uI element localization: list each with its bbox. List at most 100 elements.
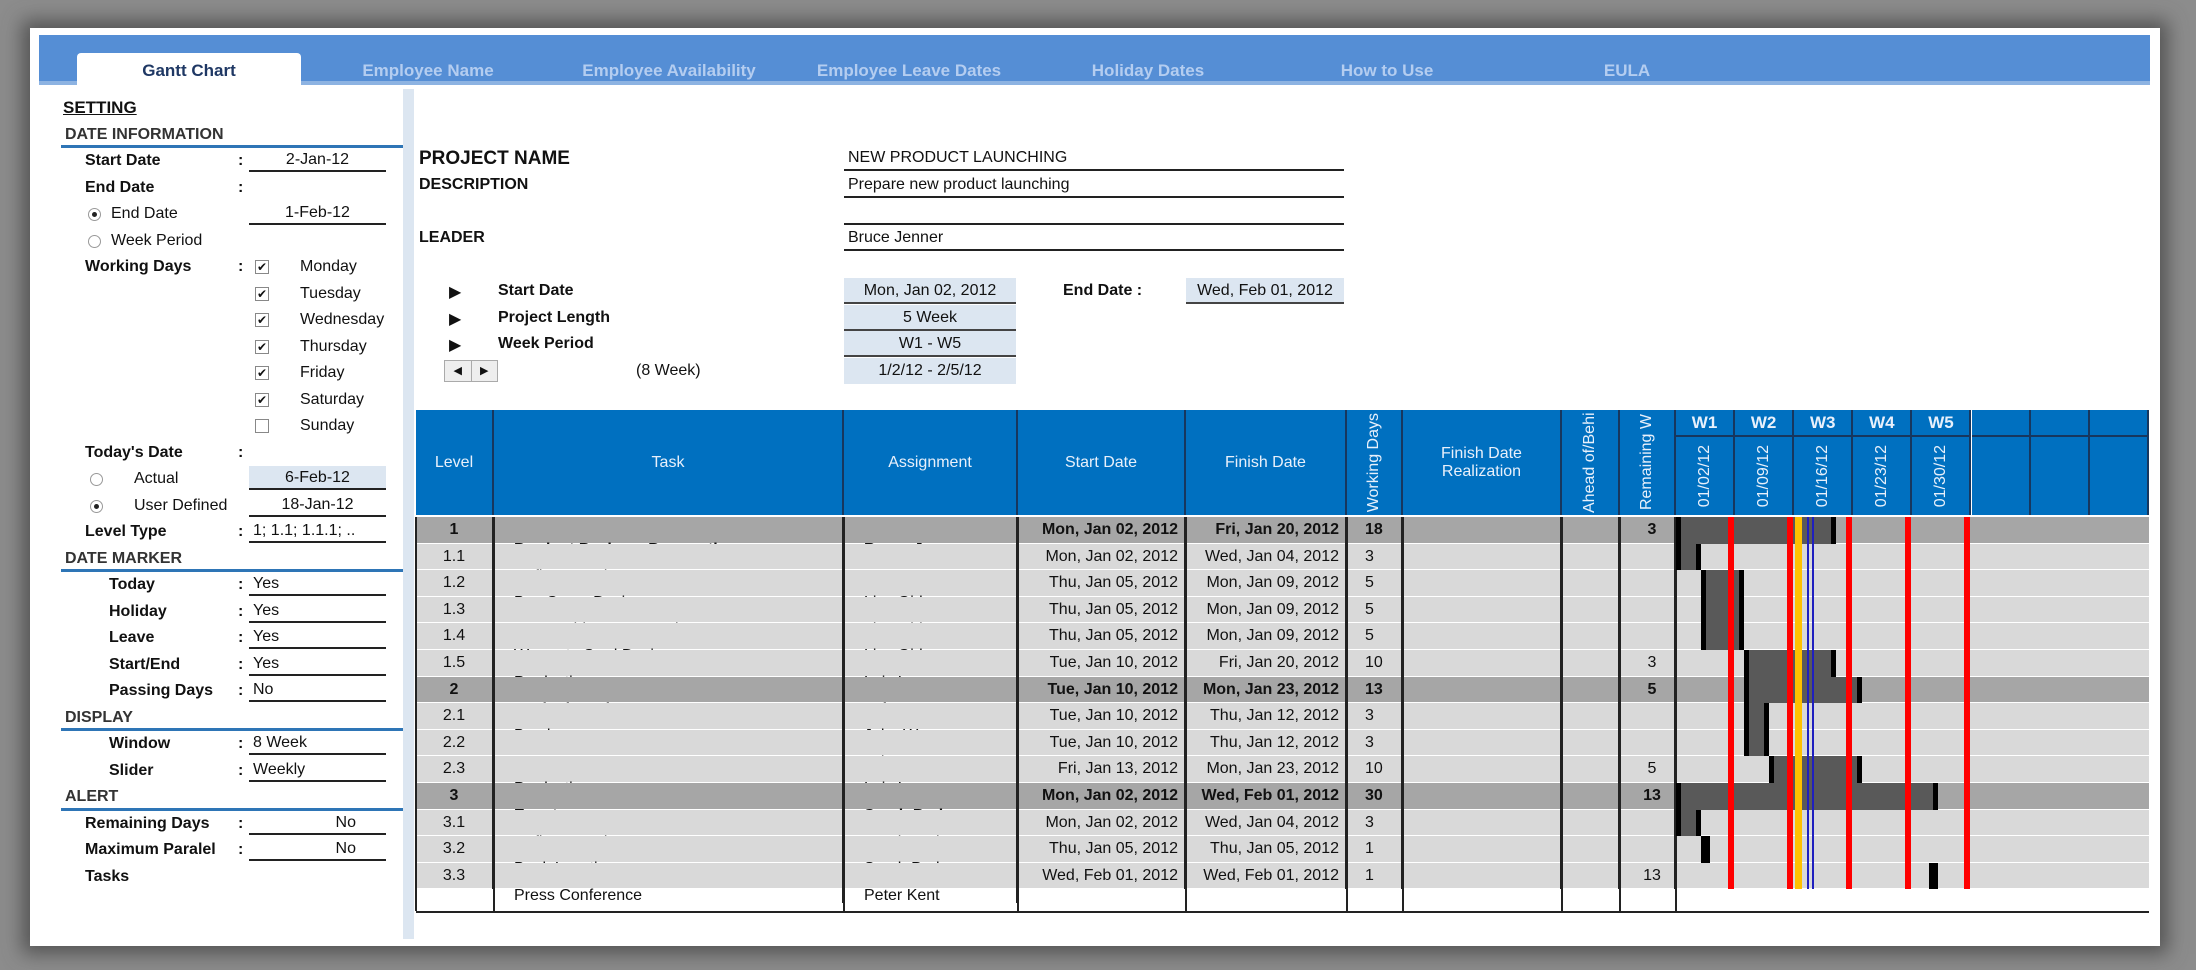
header-remaining-w: Remaining W bbox=[1620, 410, 1676, 515]
day-label: Tuesday bbox=[300, 284, 361, 302]
description-field[interactable]: Prepare new product launching bbox=[844, 172, 1344, 198]
table-row[interactable]: 1.4Warranty Card DesignLisa GirlThu, Jan… bbox=[416, 623, 2149, 664]
todays-date-label: Today's Date bbox=[85, 443, 183, 461]
actual-option-label: Actual bbox=[134, 470, 179, 487]
header-label: Ahead of/Behind bbox=[1581, 412, 1598, 513]
cell-days: 3 bbox=[1347, 809, 1403, 837]
table-row[interactable]: 3.3 Press Conference Peter Kent Wed, Feb 01… bbox=[416, 862, 2149, 903]
marker-value-field[interactable]: Yes bbox=[249, 652, 386, 676]
remaining-days-label: Remaining Days bbox=[85, 814, 210, 832]
actual-date-field[interactable]: 6-Feb-12 bbox=[249, 466, 386, 490]
table-row[interactable]: 3.2Book LocationSarah ParkerThu, Jan 05,… bbox=[416, 836, 2149, 877]
week-header bbox=[1971, 410, 2031, 437]
slider-field[interactable]: Weekly bbox=[249, 758, 386, 782]
gantt-today-marker bbox=[1807, 517, 1810, 890]
scroll-left-icon[interactable]: ◀ bbox=[445, 361, 472, 381]
arrow-icon: ▶ bbox=[449, 284, 462, 301]
marker-value-field[interactable]: Yes bbox=[249, 572, 386, 596]
level-type-field[interactable]: 1; 1.1; 1.1.1; .. bbox=[249, 519, 386, 543]
cell-start: Fri, Jan 13, 2012 bbox=[1018, 756, 1186, 783]
tab-eula[interactable]: EULA bbox=[1603, 61, 1651, 80]
remaining-days-field[interactable]: No bbox=[249, 811, 386, 835]
cell-finish: Thu, Jan 12, 2012 bbox=[1186, 703, 1347, 730]
checkbox-monday[interactable]: ✔ bbox=[255, 260, 269, 274]
cell-start: Mon, Jan 02, 2012 bbox=[1018, 543, 1186, 571]
checkbox-thursday[interactable]: ✔ bbox=[255, 339, 269, 354]
cell-days: 18 bbox=[1347, 517, 1403, 544]
column-line bbox=[1561, 517, 1563, 912]
scroll-right-icon[interactable]: ▶ bbox=[480, 365, 489, 377]
checkbox-saturday[interactable]: ✔ bbox=[255, 392, 269, 407]
project-name-field[interactable]: NEW PRODUCT LAUNCHING bbox=[844, 145, 1344, 171]
cell-level: 1.4 bbox=[416, 623, 494, 650]
project-end-date: Wed, Feb 01, 2012 bbox=[1186, 278, 1344, 304]
cell-level: 2.1 bbox=[416, 703, 494, 730]
cell-level: 2 bbox=[416, 676, 494, 704]
gantt-bar bbox=[1701, 623, 1744, 650]
cell-remaining: 13 bbox=[1620, 862, 1676, 890]
table-row[interactable]: 1.3User Guide Cover DesignLisa GirlThu, … bbox=[416, 596, 2149, 637]
header-label: Start Date bbox=[1064, 453, 1138, 471]
cell-days: 3 bbox=[1347, 729, 1403, 757]
table-row[interactable]: 1.5ProductionLois LangTue, Jan 10, 2012F… bbox=[416, 650, 2149, 690]
marker-value-field[interactable]: Yes bbox=[249, 625, 386, 649]
window-field[interactable]: 8 Week bbox=[249, 731, 386, 755]
cell-remaining bbox=[1620, 623, 1676, 650]
section-alert: ALERT bbox=[61, 784, 403, 811]
gantt-non-working-day-marker bbox=[1786, 517, 1794, 890]
table-row[interactable]: 1.1Define Brand NameBruce JennerMon, Jan… bbox=[416, 543, 2149, 584]
description-field-line2[interactable] bbox=[844, 199, 1344, 225]
gantt-end-cap bbox=[1932, 783, 1938, 810]
tab-employee-availability[interactable]: Employee Availability bbox=[582, 61, 756, 80]
cell-remaining: 3 bbox=[1620, 517, 1676, 544]
cell-realization bbox=[1403, 862, 1562, 890]
panel-divider bbox=[403, 89, 414, 939]
working-day-row: Working Days: ✔ Monday bbox=[63, 254, 403, 281]
checkbox-sunday[interactable] bbox=[255, 419, 269, 433]
leader-field[interactable]: Bruce Jenner bbox=[844, 225, 1344, 251]
checkbox-tuesday[interactable]: ✔ bbox=[255, 286, 269, 301]
cell-start: Mon, Jan 02, 2012 bbox=[1018, 783, 1186, 810]
table-row[interactable]: 2.2BannersJohn HarperTue, Jan 10, 2012Th… bbox=[416, 729, 2149, 770]
tab-holiday-dates[interactable]: Holiday Dates bbox=[1091, 61, 1205, 80]
table-row[interactable]: 2Marketing KitJohn WayneTue, Jan 10, 201… bbox=[416, 676, 2149, 717]
week-date: 01/30/12 bbox=[1912, 437, 1972, 515]
checkbox-wednesday[interactable]: ✔ bbox=[255, 313, 269, 327]
table-row[interactable]: 1.2Box Cover DesignLisa GirlThu, Jan 05,… bbox=[416, 570, 2149, 611]
marker-value-field[interactable]: Yes bbox=[249, 599, 386, 623]
table-row[interactable]: 1Product Package PreparationBruce Jenner… bbox=[416, 517, 2149, 557]
tab-employee-name[interactable]: Employee Name bbox=[362, 61, 494, 80]
gantt-start-cap bbox=[1701, 836, 1707, 863]
description-label: DESCRIPTION bbox=[419, 176, 529, 193]
table-bottom-line bbox=[416, 911, 2149, 914]
tasks-label: Tasks bbox=[85, 867, 130, 885]
table-row[interactable]: 2.1BrochuresJohn WayneTue, Jan 10, 2012T… bbox=[416, 703, 2149, 744]
gantt-start-cap bbox=[1676, 809, 1681, 837]
checkbox-friday[interactable]: ✔ bbox=[255, 366, 269, 380]
header-label: Assignment bbox=[888, 453, 972, 471]
user-defined-date-field[interactable]: 18-Jan-12 bbox=[249, 493, 386, 517]
table-row[interactable]: 2.3ProductionLois LangFri, Jan 13, 2012M… bbox=[416, 756, 2149, 797]
user-defined-radio[interactable] bbox=[90, 499, 103, 513]
end-date-radio[interactable] bbox=[88, 208, 101, 221]
column-line bbox=[1675, 517, 1677, 912]
marker-value-field[interactable]: No bbox=[249, 678, 386, 702]
end-date-field[interactable]: 1-Feb-12 bbox=[249, 201, 386, 225]
week-period-radio[interactable] bbox=[88, 234, 101, 248]
start-date-field[interactable]: 2-Jan-12 bbox=[249, 148, 386, 172]
arrow-icon: ▶ bbox=[449, 311, 462, 328]
week-scroller[interactable]: ◀ ▶ bbox=[444, 360, 498, 382]
tab-gantt-chart[interactable]: Gantt Chart bbox=[77, 53, 301, 89]
max-parallel-field[interactable]: No bbox=[249, 837, 386, 861]
cell-finish: Mon, Jan 23, 2012 bbox=[1186, 756, 1347, 783]
tab-employee-leave-dates[interactable]: Employee Leave Dates bbox=[816, 61, 1002, 80]
colon: : bbox=[238, 258, 244, 275]
working-day-row: ✔ Thursday bbox=[63, 334, 403, 361]
actual-radio[interactable] bbox=[90, 473, 103, 486]
working-day-row: ✔ Tuesday bbox=[63, 281, 403, 308]
table-row[interactable]: 3.1Define LocationSarah ParkerMon, Jan 0… bbox=[416, 809, 2149, 850]
cell-start: Tue, Jan 10, 2012 bbox=[1018, 703, 1186, 730]
tab-how-to-use[interactable]: How to Use bbox=[1340, 61, 1434, 80]
project-name-label: PROJECT NAME bbox=[419, 148, 570, 169]
header-label: Finish Date Realization bbox=[1441, 444, 1522, 480]
